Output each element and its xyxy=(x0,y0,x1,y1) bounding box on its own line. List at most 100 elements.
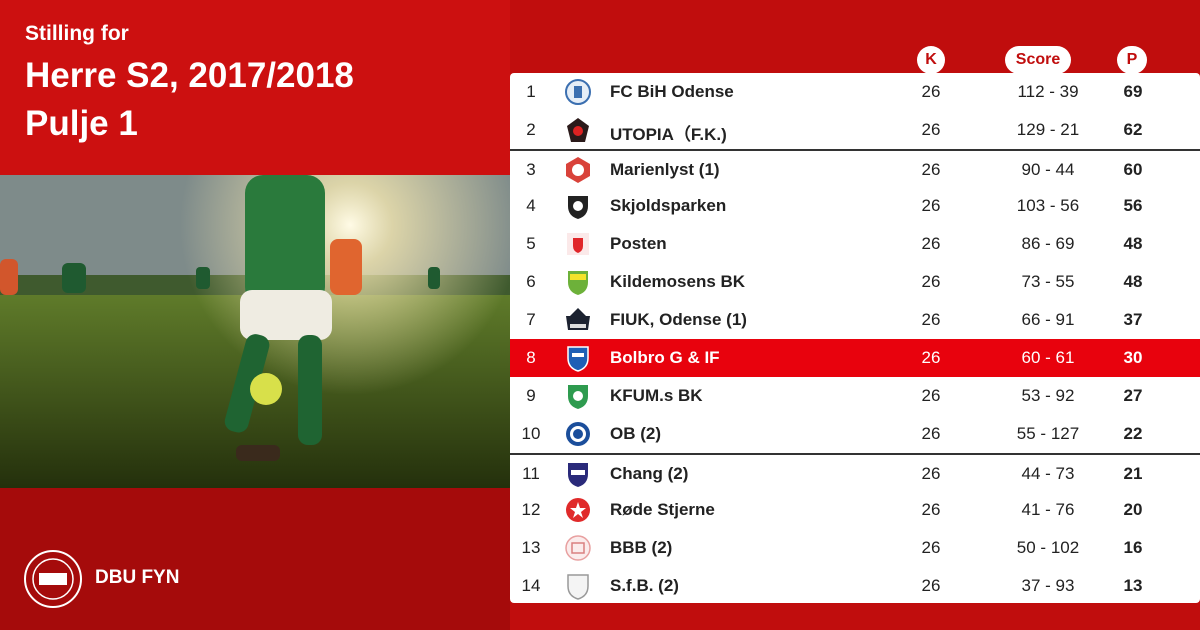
goal-score: 103 - 56 xyxy=(1016,196,1080,215)
team-crest-icon xyxy=(566,422,590,446)
points: 22 xyxy=(1123,424,1143,443)
row-position: 12 xyxy=(521,500,541,519)
team-crest-icon xyxy=(565,535,591,561)
table-row: 12 Røde Stjerne 26 41 - 76 20 xyxy=(510,491,1200,529)
goal-score: 73 - 55 xyxy=(1021,272,1075,291)
team-crest-icon xyxy=(565,79,591,105)
table-row: 3 Marienlyst (1) 26 90 - 44 60 xyxy=(510,149,1200,187)
points: 16 xyxy=(1123,538,1143,557)
table-row: 10 OB (2) 26 55 - 127 22 xyxy=(510,415,1200,453)
team-name: Røde Stjerne xyxy=(610,500,715,519)
points: 30 xyxy=(1123,348,1143,367)
team-name: Kildemosens BK xyxy=(610,272,746,291)
league-title: Herre S2, 2017/2018 xyxy=(25,56,354,95)
goal-score: 90 - 44 xyxy=(1021,160,1075,179)
table-row: 14 S.f.B. (2) 26 37 - 93 13 xyxy=(510,567,1200,603)
team-crest-icon xyxy=(568,196,588,219)
table-row: 1 FC BiH Odense 26 112 - 39 69 xyxy=(510,73,1200,111)
points: 62 xyxy=(1123,120,1143,139)
team-name: UTOPIA（F.K.) xyxy=(610,125,727,144)
goal-score: 112 - 39 xyxy=(1017,82,1079,101)
row-position: 7 xyxy=(526,310,536,329)
points: 48 xyxy=(1123,272,1143,291)
team-crest-icon xyxy=(568,271,588,295)
goal-score: 44 - 73 xyxy=(1021,464,1075,483)
matches-played: 26 xyxy=(921,464,941,483)
points: 27 xyxy=(1123,386,1143,405)
table-row: 6 Kildemosens BK 26 73 - 55 48 xyxy=(510,263,1200,301)
row-position: 14 xyxy=(521,576,541,595)
column-header-score: Score xyxy=(1005,46,1071,74)
points: 69 xyxy=(1123,82,1143,101)
points: 48 xyxy=(1123,234,1143,253)
matches-played: 26 xyxy=(921,576,941,595)
table-row: 5 Posten 26 86 - 69 48 xyxy=(510,225,1200,263)
team-crest-icon xyxy=(566,157,590,183)
team-name: Skjoldsparken xyxy=(610,196,727,215)
goal-score: 66 - 91 xyxy=(1021,310,1075,329)
dbu-logo xyxy=(24,550,82,608)
row-position: 10 xyxy=(521,424,541,443)
goal-score: 86 - 69 xyxy=(1021,234,1075,253)
goal-score: 53 - 92 xyxy=(1021,386,1075,405)
matches-played: 26 xyxy=(921,500,941,519)
row-position: 6 xyxy=(526,272,536,291)
row-position: 1 xyxy=(526,82,536,101)
brand-label: DBU FYN xyxy=(95,567,180,588)
team-name: Chang (2) xyxy=(610,464,689,483)
team-crest-icon xyxy=(567,346,589,372)
team-crest-icon xyxy=(567,118,589,142)
team-crest-icon xyxy=(568,385,588,409)
row-position: 13 xyxy=(521,538,541,557)
pool-title: Pulje 1 xyxy=(25,104,138,143)
points: 13 xyxy=(1123,576,1143,595)
matches-played: 26 xyxy=(921,82,941,101)
points: 21 xyxy=(1123,464,1143,483)
row-position: 2 xyxy=(526,120,536,139)
row-position: 11 xyxy=(522,464,540,483)
matches-played: 26 xyxy=(921,272,941,291)
team-crest-icon xyxy=(566,308,590,330)
team-crest-icon xyxy=(567,574,589,600)
matches-played: 26 xyxy=(921,196,941,215)
table-row-highlighted: 8 Bolbro G & IF 26 60 - 61 30 xyxy=(510,339,1200,377)
team-name: BBB (2) xyxy=(610,538,673,557)
table-row: 4 Skjoldsparken 26 103 - 56 56 xyxy=(510,187,1200,225)
matches-played: 26 xyxy=(921,160,941,179)
matches-played: 26 xyxy=(921,538,941,557)
header-panel: Stilling for Herre S2, 2017/2018 Pulje 1 xyxy=(0,0,510,175)
row-position: 3 xyxy=(526,160,536,179)
matches-played: 26 xyxy=(921,386,941,405)
goal-score: 37 - 93 xyxy=(1021,576,1075,595)
matches-played: 26 xyxy=(921,424,941,443)
points: 20 xyxy=(1123,500,1143,519)
standings-subtitle: Stilling for xyxy=(25,22,129,45)
team-crest-icon xyxy=(567,233,589,255)
team-name: Posten xyxy=(610,234,667,253)
matches-played: 26 xyxy=(921,120,941,139)
goal-score: 41 - 76 xyxy=(1021,500,1075,519)
row-position: 8 xyxy=(526,348,536,367)
matches-played: 26 xyxy=(921,310,941,329)
team-crest-icon xyxy=(566,498,590,522)
column-header-k: K xyxy=(917,46,945,74)
football-action-photo xyxy=(0,175,510,488)
table-row: 13 BBB (2) 26 50 - 102 16 xyxy=(510,529,1200,567)
table-row: 7 FIUK, Odense (1) 26 66 - 91 37 xyxy=(510,301,1200,339)
standings-table: 1 FC BiH Odense 26 112 - 39 69 2 UTOPIA（… xyxy=(510,73,1200,603)
matches-played: 26 xyxy=(921,234,941,253)
column-header-p: P xyxy=(1117,46,1147,74)
team-name: KFUM.s BK xyxy=(610,386,703,405)
goal-score: 129 - 21 xyxy=(1016,120,1080,139)
footer-panel xyxy=(0,488,510,630)
team-name: Marienlyst (1) xyxy=(610,160,720,179)
matches-played: 26 xyxy=(921,348,941,367)
points: 37 xyxy=(1123,310,1143,329)
goal-score: 55 - 127 xyxy=(1016,424,1080,443)
points: 56 xyxy=(1123,196,1143,215)
row-position: 5 xyxy=(526,234,536,253)
row-position: 4 xyxy=(526,196,536,215)
table-row: 2 UTOPIA（F.K.) 26 129 - 21 62 xyxy=(510,111,1200,149)
goal-score: 50 - 102 xyxy=(1016,538,1080,557)
goal-score: 60 - 61 xyxy=(1021,348,1075,367)
